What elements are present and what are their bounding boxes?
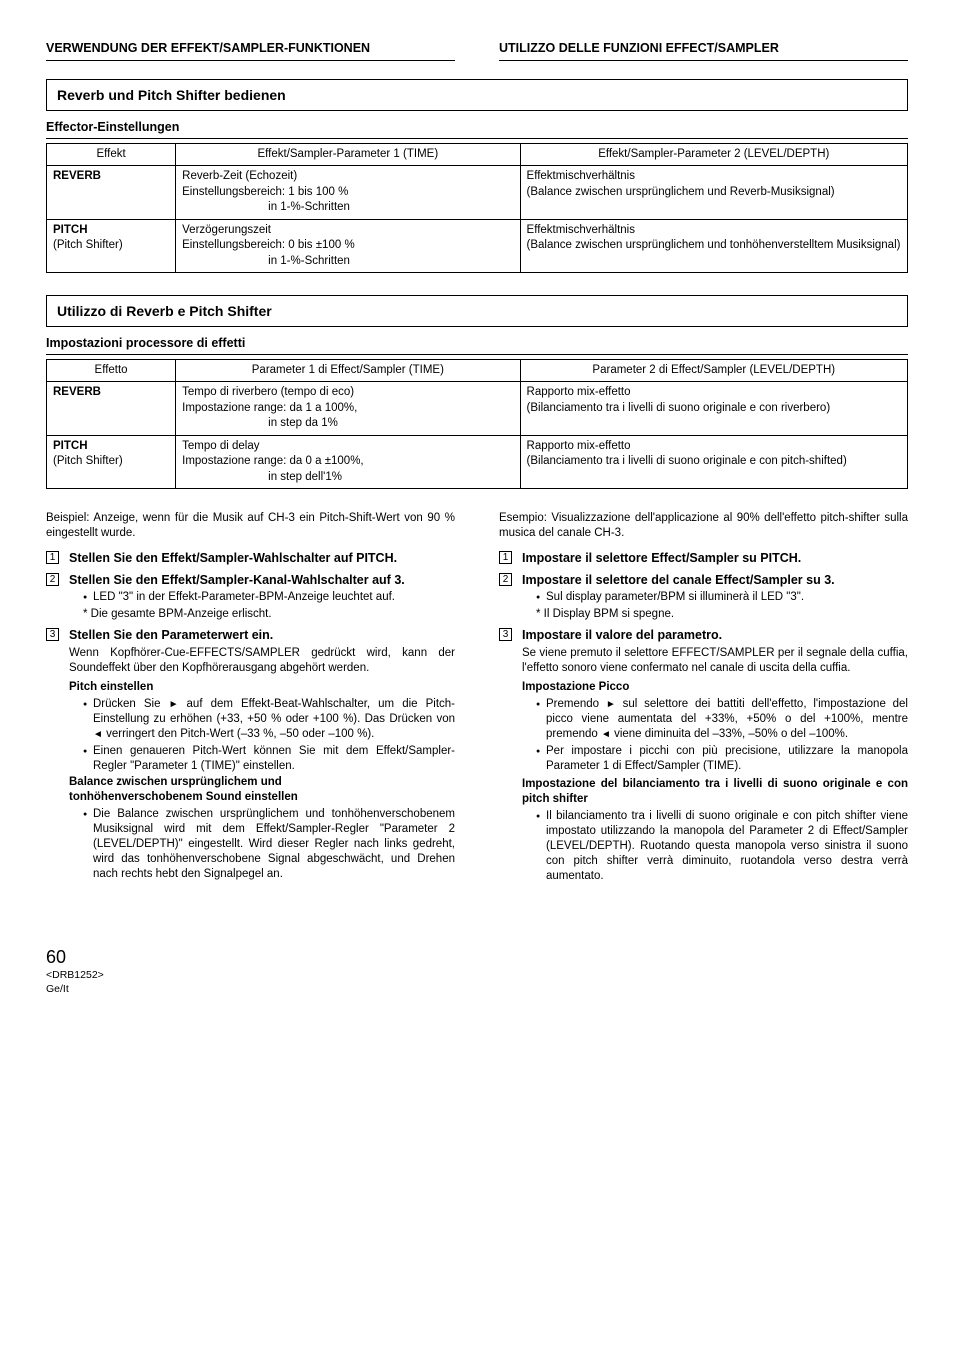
header-de: VERWENDUNG DER EFFEKT/SAMPLER-FUNKTIONEN xyxy=(46,40,455,61)
left-arrow-icon: ◄ xyxy=(93,729,103,740)
de-step3-h2b: tonhöhenverschobenem Sound einstellen xyxy=(69,790,455,805)
step-num-icon: 3 xyxy=(499,628,512,641)
de-r2c2: Verzögerungszeit Einstellungsbereich: 0 … xyxy=(176,219,520,273)
right-arrow-icon: ► xyxy=(169,699,179,710)
it-step3: 3 Impostare il valore del parametro. Se … xyxy=(499,628,908,886)
page-headers: VERWENDUNG DER EFFEKT/SAMPLER-FUNKTIONEN… xyxy=(46,40,908,61)
de-step3-h2a: Balance zwischen ursprünglichem und xyxy=(69,775,455,790)
footer-lang: Ge/It xyxy=(46,983,908,997)
it-r1c1: REVERB xyxy=(47,382,176,436)
de-step1: 1 Stellen Sie den Effekt/Sampler-Wahlsch… xyxy=(46,551,455,567)
it-step2-star: * Il Display BPM si spegne. xyxy=(522,607,908,622)
it-th-effect: Effetto xyxy=(47,359,176,382)
left-arrow-icon: ◄ xyxy=(601,729,611,740)
de-step1-title: Stellen Sie den Effekt/Sampler-Wahlschal… xyxy=(69,551,455,567)
it-step3-p1: Se viene premuto il selettore EFFECT/SAM… xyxy=(522,646,908,676)
it-intro: Esempio: Visualizzazione dell'applicazio… xyxy=(499,511,908,541)
effects-table-de: Effekt Effekt/Sampler-Parameter 1 (TIME)… xyxy=(46,143,908,274)
de-step2: 2 Stellen Sie den Effekt/Sampler-Kanal-W… xyxy=(46,573,455,623)
header-it: UTILIZZO DELLE FUNZIONI EFFECT/SAMPLER xyxy=(499,40,908,61)
it-step2: 2 Impostare il selettore del canale Effe… xyxy=(499,573,908,623)
de-step3-h1-b1: Drücken Sie ► auf dem Effekt-Beat-Wahlsc… xyxy=(83,697,455,742)
it-step1-title: Impostare il selettore Effect/Sampler su… xyxy=(522,551,908,567)
de-th-p2: Effekt/Sampler-Parameter 2 (LEVEL/DEPTH) xyxy=(520,143,907,166)
de-step3-h1: Pitch einstellen xyxy=(69,680,455,695)
step-num-icon: 1 xyxy=(499,551,512,564)
de-intro: Beispiel: Anzeige, wenn für die Musik au… xyxy=(46,511,455,541)
de-step2-star: * Die gesamte BPM-Anzeige erlischt. xyxy=(69,607,455,622)
sub-heading-de: Effector-Einstellungen xyxy=(46,119,908,138)
it-step2-bullet1: Sul display parameter/BPM si illuminerà … xyxy=(536,590,908,605)
it-step3-h1: Impostazione Picco xyxy=(522,680,908,695)
boxed-title-it: Utilizzo di Reverb e Pitch Shifter xyxy=(46,295,908,327)
it-step3-h2: Impostazione del bilanciamento tra i liv… xyxy=(522,777,908,807)
it-r1c3: Rapporto mix-effetto (Bilanciamento tra … xyxy=(520,382,907,436)
it-r2c1: PITCH (Pitch Shifter) xyxy=(47,435,176,489)
de-step3-title: Stellen Sie den Parameterwert ein. xyxy=(69,628,455,644)
step-num-icon: 2 xyxy=(46,573,59,586)
step-num-icon: 3 xyxy=(46,628,59,641)
de-th-effect: Effekt xyxy=(47,143,176,166)
de-step3-p1: Wenn Kopfhörer-Cue-EFFECTS/SAMPLER gedrü… xyxy=(69,646,455,676)
body-col-it: Esempio: Visualizzazione dell'applicazio… xyxy=(499,511,908,886)
it-step2-title: Impostare il selettore del canale Effect… xyxy=(522,573,908,589)
effects-table-it: Effetto Parameter 1 di Effect/Sampler (T… xyxy=(46,359,908,490)
it-step3-h2-b1: Il bilanciamento tra i livelli di suono … xyxy=(536,809,908,884)
de-step3-h1-b2: Einen genaueren Pitch-Wert können Sie mi… xyxy=(83,744,455,774)
footer-code: <DRB1252> xyxy=(46,969,908,983)
it-step3-h1-b2: Per impostare i picchi con più precision… xyxy=(536,744,908,774)
sub-heading-it: Impostazioni processore di effetti xyxy=(46,335,908,354)
body-columns: Beispiel: Anzeige, wenn für die Musik au… xyxy=(46,511,908,886)
page-number: 60 xyxy=(46,946,908,969)
right-arrow-icon: ► xyxy=(606,699,616,710)
body-col-de: Beispiel: Anzeige, wenn für die Musik au… xyxy=(46,511,455,886)
section-header-it: UTILIZZO DELLE FUNZIONI EFFECT/SAMPLER xyxy=(499,40,908,61)
de-step2-title: Stellen Sie den Effekt/Sampler-Kanal-Wah… xyxy=(69,573,455,589)
it-th-p2: Parameter 2 di Effect/Sampler (LEVEL/DEP… xyxy=(520,359,907,382)
it-step3-h1-b1: Premendo ► sul selettore dei battiti del… xyxy=(536,697,908,742)
section-header-de: VERWENDUNG DER EFFEKT/SAMPLER-FUNKTIONEN xyxy=(46,40,455,61)
step-num-icon: 2 xyxy=(499,573,512,586)
page-footer: 60 <DRB1252> Ge/It xyxy=(46,946,908,997)
de-th-p1: Effekt/Sampler-Parameter 1 (TIME) xyxy=(176,143,520,166)
boxed-title-de: Reverb und Pitch Shifter bedienen xyxy=(46,79,908,111)
it-th-p1: Parameter 1 di Effect/Sampler (TIME) xyxy=(176,359,520,382)
it-r2c2: Tempo di delay Impostazione range: da 0 … xyxy=(176,435,520,489)
de-r1c3: Effektmischverhältnis (Balance zwischen … xyxy=(520,166,907,220)
de-r2c1: PITCH (Pitch Shifter) xyxy=(47,219,176,273)
de-r2c3: Effektmischverhältnis (Balance zwischen … xyxy=(520,219,907,273)
de-r1c1: REVERB xyxy=(47,166,176,220)
de-step3: 3 Stellen Sie den Parameterwert ein. Wen… xyxy=(46,628,455,884)
de-step2-bullet1: LED "3" in der Effekt-Parameter-BPM-Anze… xyxy=(83,590,455,605)
it-step1: 1 Impostare il selettore Effect/Sampler … xyxy=(499,551,908,567)
it-r1c2: Tempo di riverbero (tempo di eco) Impost… xyxy=(176,382,520,436)
it-step3-title: Impostare il valore del parametro. xyxy=(522,628,908,644)
de-step3-h2-b1: Die Balance zwischen ursprünglichem und … xyxy=(83,807,455,882)
step-num-icon: 1 xyxy=(46,551,59,564)
de-r1c2: Reverb-Zeit (Echozeit) Einstellungsberei… xyxy=(176,166,520,220)
it-r2c3: Rapporto mix-effetto (Bilanciamento tra … xyxy=(520,435,907,489)
